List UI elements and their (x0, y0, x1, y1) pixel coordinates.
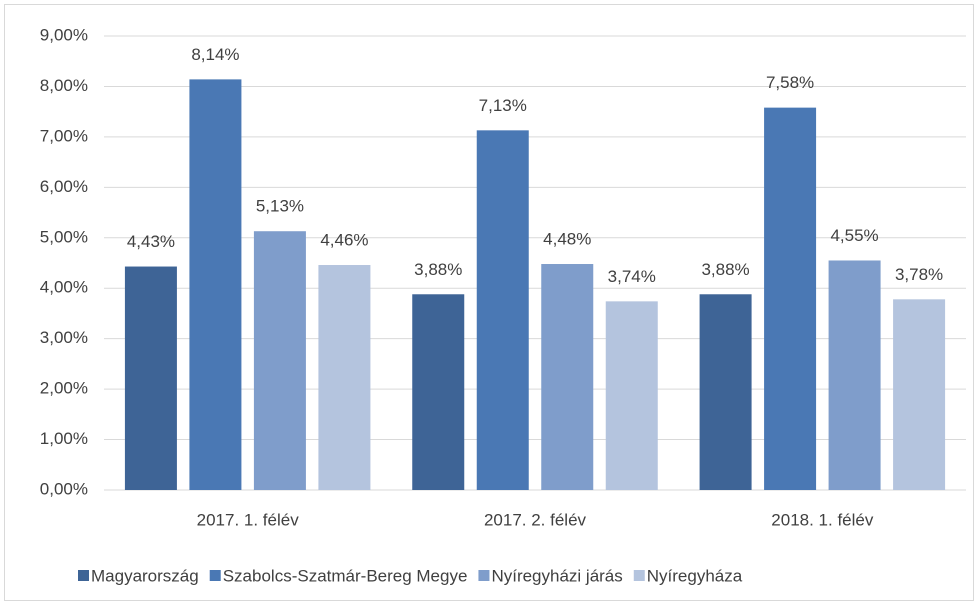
data-label: 5,13% (256, 197, 304, 216)
data-label: 8,14% (191, 45, 239, 64)
x-tick-label: 2017. 2. félév (484, 510, 587, 529)
data-label: 4,43% (127, 232, 175, 251)
data-label: 4,55% (830, 226, 878, 245)
legend-label: Nyíregyháza (647, 566, 743, 585)
legend-label: Magyarország (91, 566, 199, 585)
data-label: 7,58% (766, 73, 814, 92)
legend-swatch (478, 570, 490, 581)
y-tick-label: 1,00% (40, 429, 88, 448)
x-tick-label: 2017. 1. félév (197, 510, 300, 529)
bar (764, 107, 817, 491)
data-label: 4,48% (543, 229, 591, 248)
legend-swatch (78, 570, 89, 581)
bar (253, 231, 306, 490)
y-tick-label: 5,00% (40, 227, 88, 246)
y-tick-label: 0,00% (40, 479, 88, 498)
data-label: 7,13% (479, 96, 527, 115)
y-tick-label: 2,00% (40, 379, 88, 398)
data-label: 3,74% (608, 267, 656, 286)
y-tick-label: 6,00% (40, 177, 88, 196)
bar (541, 264, 594, 490)
bar (699, 294, 752, 490)
bar (476, 130, 529, 490)
bar (605, 301, 658, 490)
legend-swatch (209, 570, 221, 581)
data-label: 3,88% (414, 260, 462, 279)
legend-label: Nyíregyházi járás (491, 566, 622, 585)
bar (124, 266, 177, 490)
data-label: 3,78% (895, 265, 943, 284)
legend-label: Szabolcs-Szatmár-Bereg Megye (223, 566, 468, 585)
data-label: 3,88% (701, 260, 749, 279)
bar (828, 260, 881, 490)
bar (189, 79, 242, 490)
data-label: 4,46% (320, 231, 368, 250)
y-tick-label: 7,00% (40, 126, 88, 145)
bar (412, 294, 465, 490)
y-tick-label: 9,00% (40, 25, 88, 44)
y-tick-label: 4,00% (40, 278, 88, 297)
x-tick-label: 2018. 1. félév (771, 510, 874, 529)
bar (893, 299, 946, 490)
y-tick-label: 3,00% (40, 328, 88, 347)
legend-swatch (633, 570, 645, 581)
y-tick-label: 8,00% (40, 76, 88, 95)
bar (318, 265, 371, 490)
